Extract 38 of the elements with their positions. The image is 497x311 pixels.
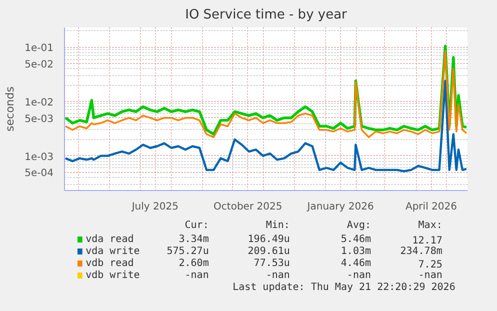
y-tick-label: 1e-02 bbox=[24, 97, 54, 108]
legend-label: vda read bbox=[86, 234, 134, 245]
text: 196.49u bbox=[248, 234, 290, 245]
text: 575.27u bbox=[166, 246, 209, 257]
text: 4.46m bbox=[340, 258, 372, 269]
text: 5.46m bbox=[340, 234, 372, 245]
text: 209.61u bbox=[248, 246, 290, 257]
y-tick-label: 5e-02 bbox=[24, 60, 54, 71]
y-tick-label: 1e-01 bbox=[24, 43, 54, 54]
legend-label: vda write bbox=[86, 246, 140, 257]
text: Max: bbox=[418, 220, 442, 231]
text: -nan bbox=[266, 270, 290, 281]
text: 234.78m bbox=[400, 246, 442, 257]
chart-title: IO Service time - by year bbox=[185, 8, 348, 22]
y-tick-label: 5e-03 bbox=[24, 114, 54, 125]
text: 12.17 bbox=[412, 236, 442, 246]
text: Avg: bbox=[346, 220, 372, 231]
line-series bbox=[64, 80, 468, 172]
text: 1.03m bbox=[340, 246, 372, 257]
x-tick-label: January 2026 bbox=[306, 202, 374, 212]
text: 3.34m bbox=[178, 234, 209, 245]
y-tick-label: 5e-04 bbox=[24, 168, 54, 180]
text: Last update: Thu May 21 22:20:29 2026 bbox=[232, 282, 456, 293]
text: 2.60m bbox=[178, 258, 209, 269]
text: -nan bbox=[184, 270, 209, 281]
x-tick-label: October 2025 bbox=[214, 202, 282, 212]
legend-label: vdb write bbox=[86, 270, 140, 281]
y-tick-label: 1e-03 bbox=[24, 152, 54, 163]
legend-label: vdb read bbox=[86, 258, 134, 269]
text: -nan bbox=[346, 270, 372, 281]
text: 7.25 bbox=[418, 260, 442, 270]
x-tick-label: April 2026 bbox=[405, 202, 457, 212]
x-tick-label: July 2025 bbox=[130, 202, 178, 212]
text: 77.53u bbox=[254, 258, 290, 269]
text: Cur: bbox=[184, 220, 209, 231]
text: Min: bbox=[266, 220, 290, 231]
text: -nan bbox=[418, 270, 442, 281]
y-axis-title: seconds bbox=[4, 86, 17, 132]
